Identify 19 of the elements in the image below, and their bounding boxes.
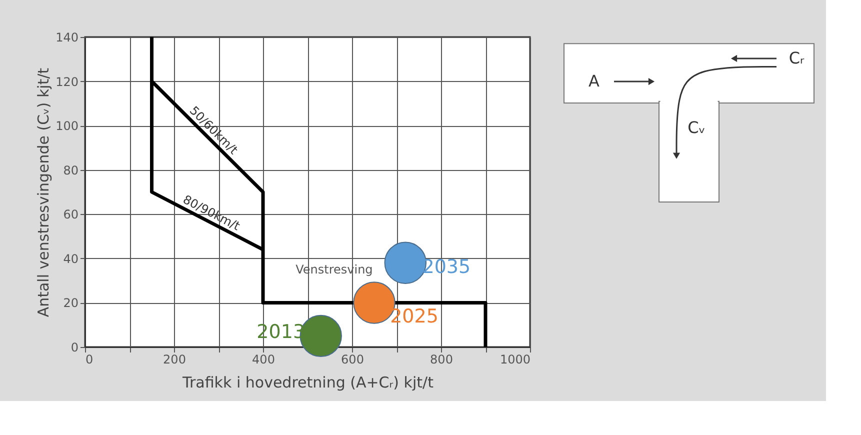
text: Cᵥ	[688, 118, 706, 137]
y-tick-label: 100	[56, 119, 78, 134]
y-axis-title: Antall venstresvingende (Cᵥ) kjt/t	[34, 68, 53, 318]
x-tick-label: 200	[163, 352, 186, 366]
text: A	[588, 72, 600, 91]
y-tick-label: 140	[56, 30, 78, 44]
y-tick-label: 60	[63, 208, 78, 222]
y-tick-label: 40	[63, 252, 78, 266]
y-tick-label: 20	[63, 296, 78, 310]
y-tick-label: 120	[56, 74, 78, 89]
x-tick-label: 0	[86, 352, 94, 366]
y-tick-label: 80	[63, 163, 78, 178]
y-tick-label: 0	[70, 340, 78, 354]
x-tick-label: 400	[252, 352, 275, 366]
x-tick-label: 600	[341, 352, 364, 366]
x-axis-title: Trafikk i hovedretning (A+Cᵣ) kjt/t	[182, 374, 434, 392]
x-tick-label: 1000	[500, 352, 530, 366]
text: Cᵣ	[788, 48, 806, 68]
x-tick-label: 800	[430, 352, 453, 366]
